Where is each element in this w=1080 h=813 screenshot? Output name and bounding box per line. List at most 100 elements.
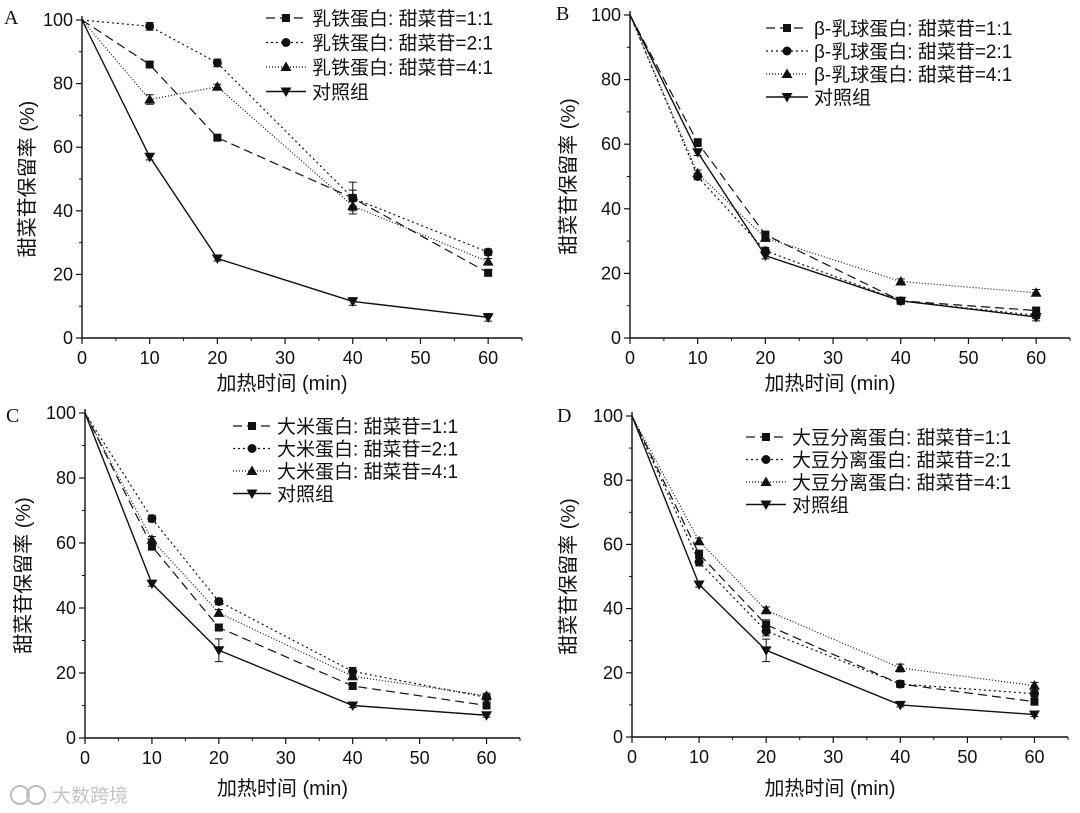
data-point (347, 200, 359, 211)
panel-label: A (4, 7, 19, 29)
legend-marker (783, 24, 791, 32)
x-tick-label: 20 (755, 348, 775, 368)
panel-label: C (6, 405, 19, 427)
y-tick-label: 0 (613, 727, 623, 747)
legend-marker (246, 489, 258, 499)
y-tick-label: 0 (611, 328, 621, 348)
legend-label: 乳铁蛋白: 甜菜苷=4:1 (312, 57, 493, 79)
data-point (484, 268, 493, 277)
data-point (146, 579, 158, 590)
y-tick-label: 20 (603, 663, 623, 683)
data-point (145, 21, 155, 31)
data-point (1030, 287, 1042, 297)
data-point (1028, 710, 1040, 721)
legend-marker (280, 61, 292, 71)
series-line (81, 19, 489, 253)
chart-panel-d: 0 10 20 30 40 50 60 0 20 40 60 80 100 D 加热时间 (min) 甜菜苷保… (557, 405, 1069, 800)
data-point (347, 670, 359, 681)
data-point (693, 138, 702, 147)
data-point (482, 701, 491, 710)
legend-label: 大豆分离蛋白: 甜菜苷=2:1 (792, 450, 1011, 472)
legend-label: 对照组 (312, 82, 369, 104)
watermark-text: 大数跨境 (52, 785, 128, 807)
data-point (1030, 697, 1039, 706)
series-3 (84, 412, 493, 700)
y-tick-label: 100 (593, 406, 623, 426)
legend-label: β-乳球蛋白: 甜菜苷=2:1 (814, 41, 1012, 63)
data-point (693, 535, 705, 546)
legend-label: 对照组 (792, 495, 849, 517)
y-tick-label: 40 (56, 598, 76, 618)
panel-label: B (556, 3, 569, 25)
y-tick-label: 60 (56, 533, 76, 553)
legend-marker (282, 14, 290, 22)
x-tick-label: 50 (410, 348, 430, 368)
legend-marker (761, 455, 771, 464)
x-tick-label: 50 (957, 747, 977, 767)
x-tick-label: 10 (142, 748, 162, 768)
chart-panel-c: 0 10 20 30 40 50 60 0 20 40 60 80 100 C 加热时间 (min) 甜菜苷保… (6, 403, 521, 800)
series-2 (631, 415, 1039, 699)
data-point (347, 701, 359, 711)
x-tick-label: 10 (140, 348, 160, 368)
chart-panel-a: 0 10 20 30 40 50 60 0 20 40 60 80 100 A 加热时间 (min) 甜菜苷保… (4, 7, 523, 395)
data-point (145, 60, 154, 69)
data-point (895, 275, 907, 286)
legend-marker (281, 38, 291, 47)
legend-marker (782, 46, 792, 56)
data-point (895, 296, 907, 307)
x-tick-label: 40 (891, 348, 911, 368)
y-axis-title: 甜菜苷保留率 (%) (557, 498, 580, 655)
series-4 (81, 19, 494, 323)
data-point (482, 256, 494, 266)
x-tick-label: 20 (207, 348, 227, 368)
y-tick-label: 100 (43, 10, 73, 30)
x-tick-label: 50 (958, 348, 978, 368)
series-line (631, 415, 1035, 703)
legend-label: 大米蛋白: 甜菜苷=4:1 (277, 461, 458, 483)
legend-label: 大米蛋白: 甜菜苷=2:1 (277, 439, 458, 461)
data-point (895, 679, 905, 689)
series-3 (81, 19, 494, 266)
y-tick-label: 60 (603, 534, 623, 554)
legend-label: 大豆分离蛋白: 甜菜苷=4:1 (792, 472, 1011, 494)
data-point (760, 646, 772, 656)
series-line (81, 19, 489, 274)
y-tick-label: 80 (53, 74, 73, 94)
x-tick-label: 20 (209, 748, 229, 768)
x-axis-title: 加热时间 (min) (764, 777, 895, 800)
x-tick-label: 60 (478, 348, 498, 368)
y-tick-label: 20 (56, 663, 76, 683)
data-point (894, 662, 906, 672)
y-tick-label: 0 (63, 328, 73, 348)
y-axis-title: 甜菜苷保留率 (%) (12, 497, 35, 654)
legend-label: β-乳球蛋白: 甜菜苷=4:1 (814, 64, 1012, 86)
chart-panel-b: 0 10 20 30 40 50 60 0 20 40 60 80 100 B 加热时间 (min) 甜菜苷保… (556, 3, 1071, 395)
y-tick-label: 80 (601, 70, 621, 90)
data-point (213, 133, 222, 142)
x-tick-label: 10 (688, 348, 708, 368)
data-point (1032, 306, 1041, 315)
x-tick-label: 30 (823, 348, 843, 368)
legend-marker (246, 465, 258, 475)
series-2 (81, 19, 493, 257)
x-tick-label: 30 (276, 748, 296, 768)
y-tick-label: 40 (53, 201, 73, 221)
legend-marker (781, 68, 793, 78)
x-tick-label: 40 (890, 747, 910, 767)
x-tick-label: 50 (410, 748, 430, 768)
x-tick-label: 0 (625, 348, 635, 368)
legend-marker (280, 87, 292, 97)
y-tick-label: 60 (601, 134, 621, 154)
watermark: 大数跨境 (10, 785, 128, 807)
data-point (483, 247, 493, 257)
data-point (760, 604, 772, 615)
x-axis-title: 加热时间 (min) (217, 777, 348, 800)
data-point (692, 148, 704, 158)
x-tick-label: 10 (689, 747, 709, 767)
data-point (144, 152, 156, 163)
legend-label: 大豆分离蛋白: 甜菜苷=1:1 (792, 427, 1011, 449)
